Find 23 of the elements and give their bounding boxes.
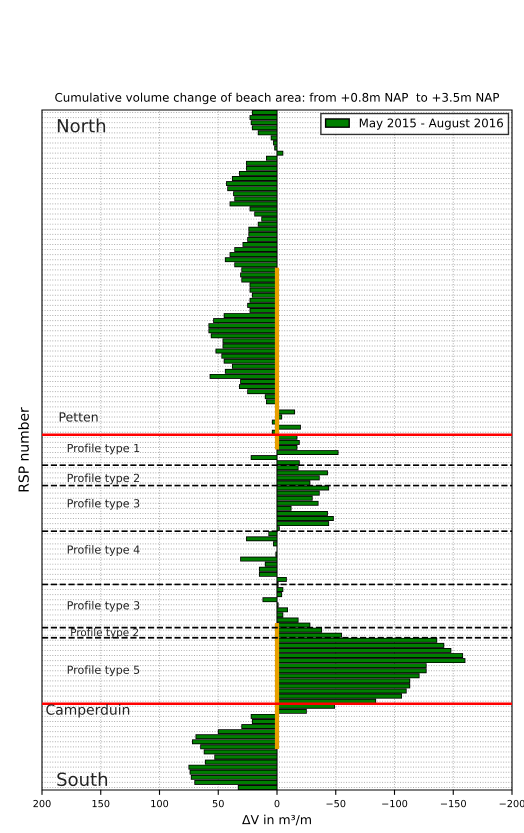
annotation: Profile type 1 (68, 444, 140, 454)
annotation: Profile type 2 (68, 474, 140, 484)
x-tick-label: −100 (382, 800, 408, 808)
annotation: Profile type 5 (68, 665, 140, 676)
annotation: Petten (60, 412, 98, 422)
annotation: North (58, 118, 106, 132)
x-tick-label: 150 (92, 800, 110, 808)
x-tick-label: −150 (440, 800, 466, 808)
annotation: Profile type 3 (68, 600, 140, 612)
annotation: South (57, 772, 108, 786)
x-tick-label: 100 (151, 800, 168, 808)
x-tick-label: −50 (326, 800, 346, 808)
legend-label: May 2015 - August 2016 (360, 118, 503, 130)
y-axis-title: RSP number (18, 407, 29, 492)
x-axis-title: ΔV in m³/m (242, 814, 311, 826)
x-tick-label: 200 (33, 800, 51, 808)
annotation: Profile type 4 (68, 545, 140, 556)
annotation: Profile type 3 (68, 498, 140, 510)
annotation: Profile type 2 (71, 628, 138, 638)
chart-title: Cumulative volume change of beach area: from +0.8m NAP to +3.5m NAP (55, 92, 500, 104)
annotation: Camperduin (46, 704, 130, 718)
x-tick-label: 0 (274, 800, 280, 808)
x-tick-label: 50 (212, 800, 224, 808)
